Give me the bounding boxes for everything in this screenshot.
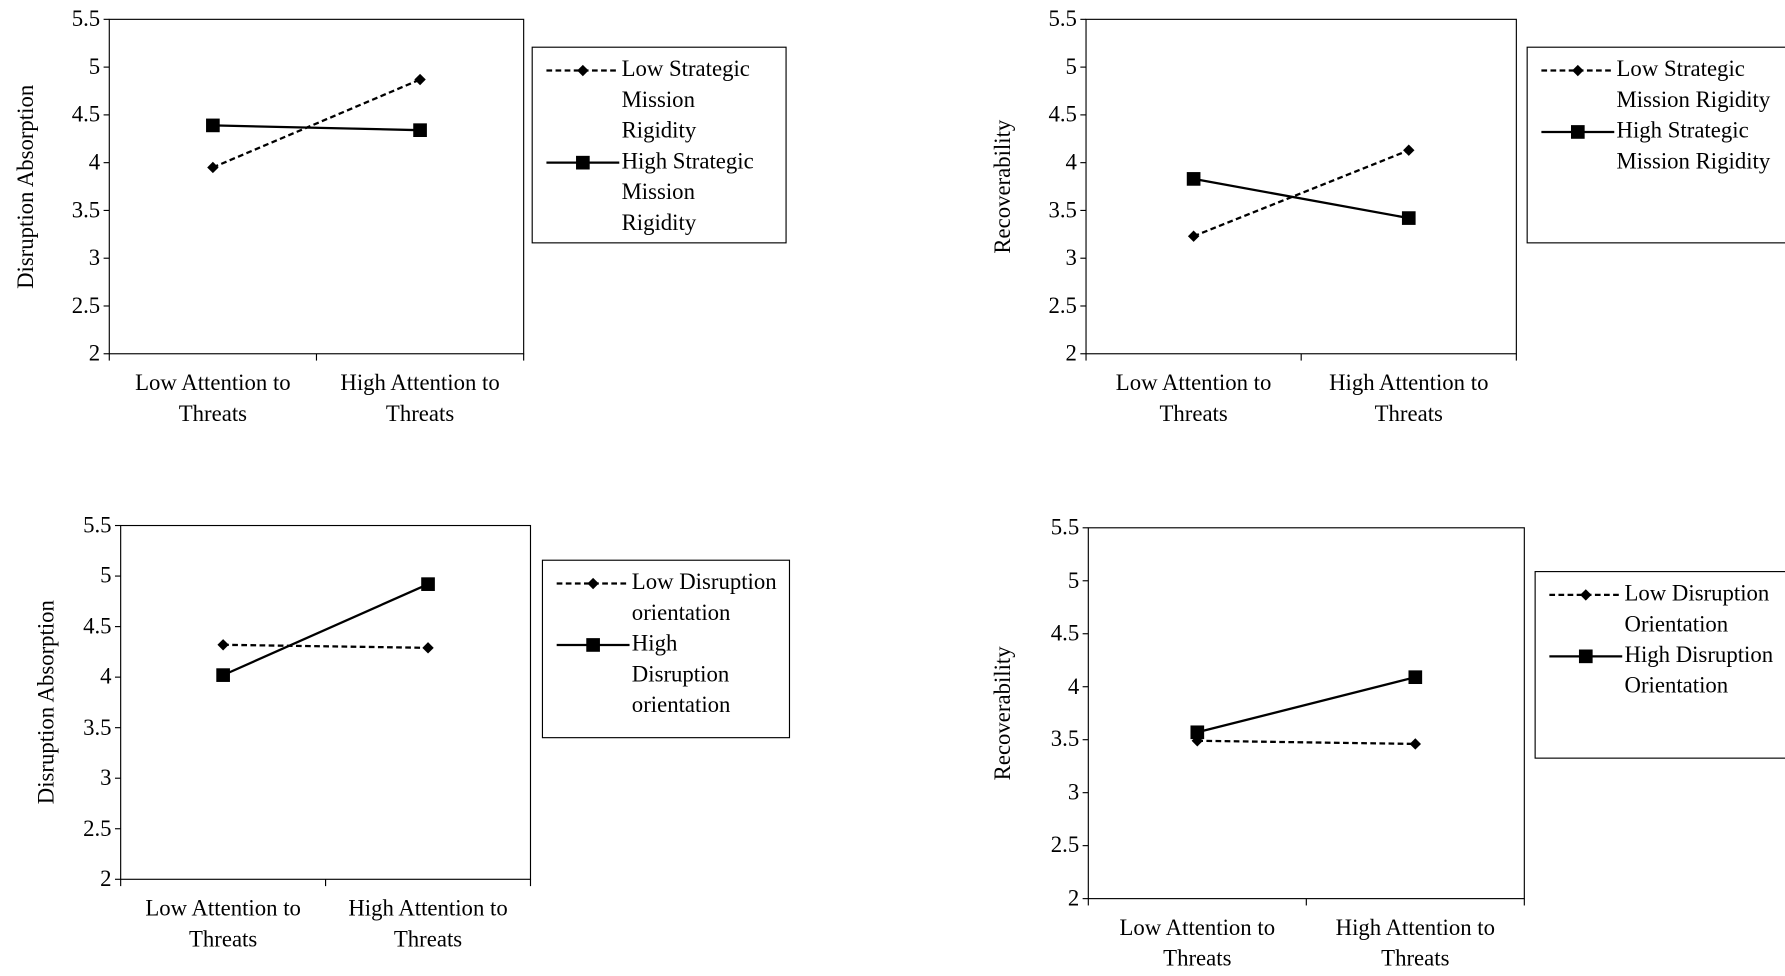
marker xyxy=(576,156,590,170)
marker xyxy=(1190,725,1204,739)
y-tick-label: 2 xyxy=(66,868,112,891)
x-tick-label: Low Attention to Threats xyxy=(110,369,315,430)
y-tick-label: 3 xyxy=(1034,781,1080,804)
x-tick-label: High Attention to Threats xyxy=(318,369,523,430)
y-tick-label: 4.5 xyxy=(1034,622,1080,645)
legend-swatch xyxy=(544,150,621,175)
y-tick-label: 4 xyxy=(55,151,101,174)
y-tick-label: 3.5 xyxy=(66,716,112,739)
legend-label: High Disruption Orientation xyxy=(1624,640,1773,701)
legend-label: Low Disruption Orientation xyxy=(1624,579,1773,640)
y-tick-label: 4.5 xyxy=(66,615,112,638)
y-tick-label: 5 xyxy=(1034,569,1080,592)
legend-swatch xyxy=(1539,119,1616,144)
y-tick-label: 4.5 xyxy=(1031,104,1077,127)
marker xyxy=(1408,670,1422,684)
y-tick-label: 3.5 xyxy=(1034,728,1080,751)
legend-entry: Low Strategic Mission Rigidity xyxy=(1539,55,1785,116)
legend-swatch xyxy=(554,632,631,657)
marker xyxy=(586,638,600,652)
y-tick-label: 2.5 xyxy=(55,295,101,318)
marker xyxy=(587,578,598,589)
x-tick-label: Low Attention to Threats xyxy=(121,894,326,955)
y-tick-label: 4 xyxy=(66,666,112,689)
legend-swatch xyxy=(544,58,621,83)
y-axis-label: Disruption Absorption xyxy=(14,84,39,288)
legend-entry: High Strategic Mission Rigidity xyxy=(1539,116,1785,177)
x-tick-label: Low Attention to Threats xyxy=(1091,369,1296,430)
y-tick-label: 2 xyxy=(1031,342,1077,365)
y-tick-label: 2 xyxy=(55,342,101,365)
figure: 2 2.5 3 3.5 4 4.5 5 5.5 Low Attention to Threats… xyxy=(0,0,1785,976)
y-tick-label: 5 xyxy=(1031,56,1077,79)
x-tick-label: High Attention to Threats xyxy=(326,894,531,955)
legend-label: High Disruption orientation xyxy=(632,629,778,721)
marker xyxy=(1572,65,1583,76)
legend-swatch xyxy=(554,571,631,596)
y-tick-label: 5 xyxy=(55,56,101,79)
y-axis-label: Disruption Absorption xyxy=(34,600,59,804)
marker xyxy=(1187,172,1201,186)
legend-swatch xyxy=(1539,58,1616,83)
legend-entry: High Strategic Mission Rigidity xyxy=(544,147,785,239)
legend-entry: High Disruption Orientation xyxy=(1547,640,1785,701)
legend-label: High Strategic Mission Rigidity xyxy=(622,147,775,239)
y-tick-label: 3.5 xyxy=(1031,199,1077,222)
plot-area xyxy=(109,19,523,353)
legend-label: Low Strategic Mission Rigidity xyxy=(1617,55,1774,116)
legend-label: Low Strategic Mission Rigidity xyxy=(622,55,775,147)
legend-swatch xyxy=(1547,582,1624,607)
marker xyxy=(421,577,435,591)
y-tick-label: 5.5 xyxy=(55,8,101,31)
legend-label: High Strategic Mission Rigidity xyxy=(1617,116,1774,177)
marker xyxy=(1402,211,1416,225)
y-tick-label: 4.5 xyxy=(55,104,101,127)
y-tick-label: 5.5 xyxy=(1034,516,1080,539)
legend-entry: High Disruption orientation xyxy=(554,629,789,721)
plots xyxy=(0,0,1785,976)
y-tick-label: 2.5 xyxy=(66,817,112,840)
x-tick-label: High Attention to Threats xyxy=(1313,913,1518,974)
y-tick-label: 5.5 xyxy=(66,514,112,537)
marker xyxy=(1571,125,1585,139)
legend-entry: Low Disruption orientation xyxy=(554,568,789,629)
marker xyxy=(577,65,588,76)
x-tick-label: High Attention to Threats xyxy=(1306,369,1511,430)
marker xyxy=(1580,589,1591,600)
y-axis-label: Recoverability xyxy=(990,646,1015,780)
x-tick-label: Low Attention to Threats xyxy=(1095,913,1300,974)
y-tick-label: 4 xyxy=(1034,675,1080,698)
y-tick-label: 3 xyxy=(1031,247,1077,270)
legend: Low Strategic Mission RigidityHigh Strat… xyxy=(532,47,787,244)
y-tick-label: 2 xyxy=(1034,887,1080,910)
legend-entry: Low Strategic Mission Rigidity xyxy=(544,55,785,147)
legend-swatch xyxy=(1547,644,1624,669)
marker xyxy=(206,119,220,133)
y-tick-label: 5.5 xyxy=(1031,8,1077,31)
y-tick-label: 3 xyxy=(66,767,112,790)
marker xyxy=(1579,650,1593,664)
page: 2 2.5 3 3.5 4 4.5 5 5.5 Low Attention to Threats… xyxy=(0,0,1785,976)
y-tick-label: 2.5 xyxy=(1031,295,1077,318)
marker xyxy=(413,123,427,137)
y-tick-label: 3.5 xyxy=(55,199,101,222)
legend-entry: Low Disruption Orientation xyxy=(1547,579,1785,640)
y-axis-label: Recoverability xyxy=(990,120,1015,254)
plot-area xyxy=(1086,19,1516,353)
plot-area xyxy=(121,526,531,880)
y-tick-label: 2.5 xyxy=(1034,834,1080,857)
y-tick-label: 4 xyxy=(1031,151,1077,174)
marker xyxy=(216,668,230,682)
y-tick-label: 5 xyxy=(66,565,112,588)
legend-label: Low Disruption orientation xyxy=(632,568,778,629)
plot-area xyxy=(1088,528,1524,899)
y-tick-label: 3 xyxy=(55,247,101,270)
